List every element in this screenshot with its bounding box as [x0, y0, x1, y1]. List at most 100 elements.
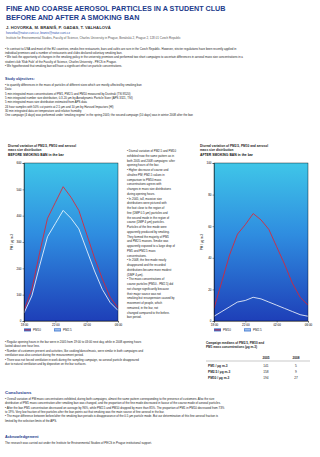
legend-label: PM2.5 [63, 328, 72, 332]
y-tick: 60 [208, 225, 214, 229]
middle-line: changed compared to the before- [127, 311, 170, 315]
x-tick: 18:00 [21, 321, 29, 327]
x-tick-label: 18:00 [211, 323, 219, 327]
x-tick: 18:00 [211, 321, 219, 327]
x-axis-line [25, 322, 119, 323]
middle-line: apparently exposed to a large drop of [127, 244, 175, 248]
x-axis: 18:00 22:00 02:00 06:00 [211, 321, 313, 327]
middle-line: both 2005 and 2008 campaigns: after [127, 159, 175, 163]
y-axis-title: PM / µg m-3 [10, 233, 14, 250]
email: hovorka@natur.cuni.cz, branis@natur.cuni… [6, 31, 70, 35]
note-line: • There was not forced ventilation in wo… [5, 358, 139, 362]
y-tick-label: 100 [16, 293, 21, 297]
chart: 010020030040050060018:0022:0002:0006:00P… [10, 161, 123, 332]
y-axis: 0100200300400500600 [16, 161, 24, 323]
y-tick-mark [213, 258, 215, 259]
x-tick-label: 02:00 [83, 323, 91, 327]
chart: 02040608010018:0022:0002:0006:00PM / µg … [200, 161, 313, 332]
x-tick-label: 22:00 [242, 323, 250, 327]
middle-line: not change significantly because [127, 287, 169, 291]
legend-label: PM2.5 [253, 328, 262, 332]
y-tick-mark [23, 189, 25, 190]
plot-frame [24, 163, 118, 321]
legend-label: PM10 [33, 328, 41, 332]
y-tick-label: 60 [208, 225, 212, 229]
middle-line: comparison to PM10 mass [127, 178, 162, 182]
y-tick-mark [23, 242, 25, 243]
table-cell: 158 [263, 370, 269, 374]
x-tick: 06:00 [115, 321, 123, 327]
series-line [214, 297, 308, 316]
affiliation: Institute for Environmental Studies, Fac… [6, 36, 181, 40]
middle-line: • Diurnal variation of PM2.5 and PM10 [127, 149, 176, 153]
y-tick-label: 600 [16, 161, 21, 165]
middle-line: PM1 and PM2.5 mass [127, 249, 156, 253]
note-line: lasted about one hour less. [5, 344, 40, 348]
series-line [214, 214, 308, 309]
y-tick: 600 [16, 161, 24, 165]
x-tick: 22:00 [52, 321, 60, 327]
table-caption: Campaign medians of PM2.5, PM10 and [206, 341, 264, 345]
middle-line: opening hours of the bar. [127, 163, 159, 167]
y-tick-label: 100 [206, 161, 211, 165]
middle-line: They formed the majority of PM1 [127, 235, 169, 239]
note-line: ventilation was also constant during the… [5, 353, 84, 357]
middle-line: movement of people, which [127, 301, 163, 305]
legend: PM10 PM2.5 [24, 328, 72, 332]
y-tick: 200 [16, 267, 24, 271]
lines [214, 214, 308, 317]
y-tick-mark [213, 163, 215, 164]
y-tick-mark [213, 289, 215, 290]
legend-label: PM10 [223, 328, 231, 332]
note-line: • Number of customers present and activi… [5, 349, 143, 353]
y-tick-label: 200 [16, 267, 21, 271]
middle-line: concentrations agrees with [127, 182, 162, 186]
x-tick-label: 18:00 [21, 323, 29, 327]
middle-line: (DMP 4 µm). [127, 273, 144, 277]
y-tick-label: 300 [16, 240, 21, 244]
legend-swatch-bg [214, 328, 221, 331]
middle-line: fine (DMP 0.5 µm) particles and [127, 211, 168, 215]
heading: Conclusions [5, 390, 32, 395]
table-cell: 27 [294, 376, 298, 380]
middle-line: concentrations. [127, 254, 147, 258]
table-cell: PM1 / µg m-3 [208, 364, 228, 368]
conclusion-line: limited by the selection limits of the A… [5, 419, 57, 423]
middle-line: apparently produced by smoking. [127, 230, 170, 234]
table-cell: 141 [263, 364, 269, 368]
plot-frame [214, 163, 308, 321]
x-tick: 02:00 [273, 321, 281, 327]
table-cell: 9 [295, 370, 297, 374]
authors: J. HOVORKA, M. BRANIŠ, P. GADAS, T. VALH… [6, 25, 111, 30]
table-cell: PM10 / µg m-3 [208, 376, 230, 380]
middle-line: and PM2.5 masses. Smoke was [127, 239, 169, 243]
table-header: 2008 [292, 356, 299, 360]
background [0, 0, 320, 457]
x-tick: 02:00 [83, 321, 91, 327]
middle-line: ultrafine PM; PM2.5 values in [127, 173, 165, 177]
table-cell: 194 [263, 376, 269, 380]
middle-line: • The mass concentrations of [127, 277, 164, 281]
middle-line: • In 2008, the fine mode nearly [127, 258, 167, 262]
heading: Study objectives: [5, 77, 35, 81]
middle-line: their major source was not [127, 292, 161, 296]
middle-line: smoking but resuspension caused by [127, 296, 175, 300]
legend-swatch-bg [244, 328, 251, 331]
y-tick-label: 400 [16, 214, 21, 218]
heading: Acknowledgement [5, 435, 39, 439]
x-tick-label: 06:00 [115, 323, 123, 327]
x-axis-line [215, 322, 309, 323]
middle-line: the second mode in the region of [127, 216, 169, 220]
chart-title: Diurnal variation of PM2.5, PM10 and aer… [8, 144, 76, 152]
table-caption: PM1 mass concentrations (µg m-3) [206, 345, 257, 349]
middle-line: ban period. [127, 315, 142, 319]
lines [24, 187, 118, 313]
x-tick: 06:00 [305, 321, 313, 327]
y-tick-label: 80 [208, 193, 212, 197]
y-tick-mark [23, 216, 25, 217]
y-tick: 40 [208, 256, 214, 260]
y-axis-title: PM / µg m-3 [200, 233, 204, 250]
chart-subtitle: AFTER SMOKING BAN in the bar [200, 153, 254, 157]
poster: FINE AND COARSE AEROSOL PARTICLES IN A S… [0, 0, 320, 457]
table-cell: 5 [295, 364, 297, 368]
